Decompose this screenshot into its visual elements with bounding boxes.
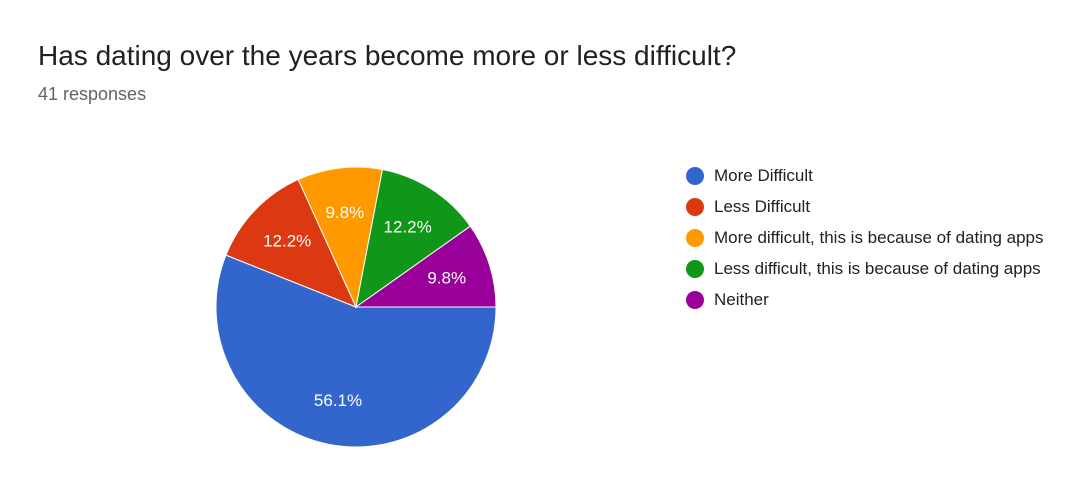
pie-slice[interactable] [354,225,497,308]
legend-item-less-difficult-dating-apps[interactable]: Less difficult, this is because of datin… [686,257,1076,280]
legend-swatch [686,260,704,278]
response-count: 41 responses [38,84,147,104]
legend-label: Less Difficult [714,197,811,216]
legend-label: More difficult, this is because of datin… [714,228,1044,247]
legend-item-less-difficult[interactable]: Less Difficult [686,195,1076,218]
legend: More Difficult Less Difficult More diffi… [686,164,1076,319]
slice-value-label: 56.1% [314,391,362,410]
slice-value-label: 9.8% [325,203,364,222]
legend-item-neither[interactable]: Neither [686,288,1076,311]
legend-swatch [686,167,704,185]
slice-value-label: 12.2% [263,232,311,251]
pie-slice[interactable] [355,168,472,309]
legend-swatch [686,229,704,247]
legend-swatch [686,291,704,309]
legend-label: Neither [714,290,769,309]
slice-value-label: 12.2% [383,217,431,236]
legend-label: More Difficult [714,166,813,185]
slice-value-label: 9.8% [427,269,466,288]
chart-title: Has dating over the years become more or… [38,40,737,71]
legend-label: Less difficult, this is because of datin… [714,259,1041,278]
legend-item-more-difficult-dating-apps[interactable]: More difficult, this is because of datin… [686,226,1076,249]
legend-item-more-difficult[interactable]: More Difficult [686,164,1076,187]
pie-slice[interactable] [297,166,384,309]
pie-slice[interactable] [225,178,357,308]
pie-slice[interactable] [215,254,497,448]
legend-swatch [686,198,704,216]
